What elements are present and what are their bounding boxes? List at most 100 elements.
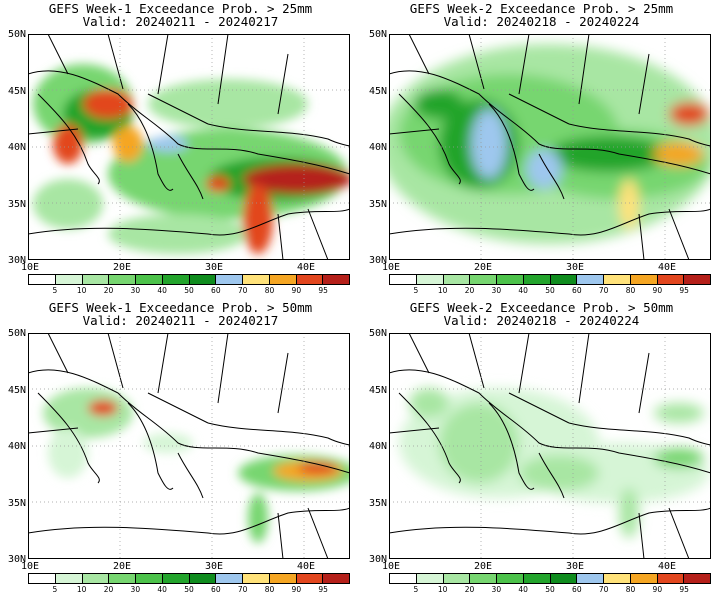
probability-map bbox=[28, 34, 350, 260]
colorbar-label: 5 bbox=[413, 585, 419, 594]
colorbar-swatch bbox=[604, 574, 631, 583]
colorbar-swatch bbox=[604, 275, 631, 284]
colorbar-swatch bbox=[162, 275, 190, 284]
colorbar-label: 60 bbox=[572, 585, 582, 594]
lat-label: 35N bbox=[7, 498, 26, 509]
colorbar bbox=[28, 274, 350, 285]
colorbar-label: 60 bbox=[211, 585, 221, 594]
lat-label: 30N bbox=[368, 255, 387, 266]
lat-label: 35N bbox=[7, 199, 26, 210]
colorbar-swatch bbox=[55, 275, 83, 284]
colorbar-swatch bbox=[550, 574, 578, 583]
colorbar-swatch bbox=[390, 574, 417, 583]
panel-title: GEFS Week-2 Exceedance Prob. > 50mm bbox=[409, 300, 674, 315]
colorbar-label: 30 bbox=[491, 585, 502, 594]
lat-label: 45N bbox=[368, 86, 387, 97]
lon-label: 40E bbox=[296, 561, 316, 572]
colorbar-swatch bbox=[109, 275, 136, 284]
colorbar-swatch bbox=[162, 574, 190, 583]
colorbar-label: 5 bbox=[52, 286, 58, 295]
map-panel-week2-25mm: GEFS Week-2 Exceedance Prob. > 25mm Vali… bbox=[361, 0, 722, 299]
colorbar-swatch bbox=[243, 574, 270, 583]
colorbar-label: 50 bbox=[184, 286, 194, 295]
colorbar-label: 95 bbox=[318, 585, 328, 594]
lon-label: 20E bbox=[473, 262, 493, 273]
lon-label: 40E bbox=[657, 262, 677, 273]
colorbar-label: 95 bbox=[318, 286, 328, 295]
colorbar-swatch bbox=[323, 275, 349, 284]
map-panel-week2-50mm: GEFS Week-2 Exceedance Prob. > 50mm Vali… bbox=[361, 299, 722, 598]
colorbar-swatch bbox=[82, 275, 110, 284]
colorbar-label: 70 bbox=[237, 286, 248, 295]
lat-label: 35N bbox=[368, 498, 387, 509]
colorbar-swatch bbox=[269, 275, 297, 284]
colorbar-swatch bbox=[523, 275, 551, 284]
colorbar-swatch bbox=[470, 574, 497, 583]
lon-label: 10E bbox=[381, 561, 401, 572]
lat-label: 40N bbox=[7, 441, 26, 452]
lat-label: 35N bbox=[368, 199, 387, 210]
lon-label: 30E bbox=[565, 262, 585, 273]
colorbar-swatch bbox=[243, 275, 270, 284]
colorbar-label: 50 bbox=[545, 286, 555, 295]
colorbar-label: 30 bbox=[130, 286, 141, 295]
colorbar-swatch bbox=[470, 275, 497, 284]
colorbar-label: 20 bbox=[464, 286, 475, 295]
panel-title: GEFS Week-2 Exceedance Prob. > 25mm bbox=[409, 1, 674, 16]
lon-label: 20E bbox=[112, 262, 132, 273]
colorbar-label: 70 bbox=[598, 286, 609, 295]
colorbar-label: 40 bbox=[157, 585, 167, 594]
colorbar-swatch bbox=[497, 275, 524, 284]
colorbar-label: 80 bbox=[264, 585, 275, 594]
lat-label: 45N bbox=[368, 385, 387, 396]
colorbar-swatch bbox=[577, 574, 604, 583]
colorbar-label: 90 bbox=[652, 585, 663, 594]
colorbar-swatch bbox=[189, 275, 217, 284]
lat-label: 30N bbox=[7, 255, 26, 266]
colorbar-swatch bbox=[296, 574, 324, 583]
colorbar-swatch bbox=[82, 574, 110, 583]
colorbar-label: 20 bbox=[464, 585, 475, 594]
panel-valid-dates: Valid: 20240218 - 20240224 bbox=[443, 313, 640, 328]
colorbar-swatch bbox=[29, 574, 56, 583]
lon-label: 30E bbox=[204, 262, 224, 273]
lat-label: 40N bbox=[368, 142, 387, 153]
lon-label: 10E bbox=[20, 561, 40, 572]
probability-map bbox=[389, 333, 711, 559]
lat-label: 45N bbox=[7, 86, 26, 97]
colorbar-label: 10 bbox=[76, 585, 87, 594]
colorbar-swatch bbox=[216, 275, 243, 284]
lat-label: 50N bbox=[368, 328, 387, 339]
colorbar-swatch bbox=[216, 574, 243, 583]
colorbar-label: 80 bbox=[625, 585, 636, 594]
colorbar-label: 10 bbox=[76, 286, 87, 295]
colorbar-swatch bbox=[416, 275, 444, 284]
colorbar bbox=[389, 573, 711, 584]
lon-label: 40E bbox=[657, 561, 677, 572]
colorbar-label: 20 bbox=[103, 585, 114, 594]
probability-map bbox=[389, 34, 711, 260]
colorbar bbox=[389, 274, 711, 285]
lat-label: 30N bbox=[368, 554, 387, 565]
colorbar-swatch bbox=[136, 275, 163, 284]
colorbar-swatch bbox=[296, 275, 324, 284]
colorbar-swatch bbox=[390, 275, 417, 284]
colorbar-swatch bbox=[443, 275, 471, 284]
colorbar-label: 80 bbox=[625, 286, 636, 295]
panel-valid-dates: Valid: 20240211 - 20240217 bbox=[82, 14, 279, 29]
colorbar-label: 60 bbox=[211, 286, 221, 295]
lat-label: 50N bbox=[368, 29, 387, 40]
colorbar-swatch bbox=[657, 275, 685, 284]
map-panel-week1-50mm: GEFS Week-1 Exceedance Prob. > 50mm Vali… bbox=[0, 299, 361, 598]
colorbar-label: 90 bbox=[291, 585, 302, 594]
lon-label: 20E bbox=[473, 561, 493, 572]
colorbar-label: 80 bbox=[264, 286, 275, 295]
panel-title: GEFS Week-1 Exceedance Prob. > 25mm bbox=[48, 1, 313, 16]
colorbar-label: 90 bbox=[652, 286, 663, 295]
colorbar-swatch bbox=[630, 574, 658, 583]
colorbar-label: 60 bbox=[572, 286, 582, 295]
panel-title: GEFS Week-1 Exceedance Prob. > 50mm bbox=[48, 300, 313, 315]
colorbar-label: 90 bbox=[291, 286, 302, 295]
colorbar-label: 50 bbox=[545, 585, 555, 594]
lat-label: 40N bbox=[7, 142, 26, 153]
